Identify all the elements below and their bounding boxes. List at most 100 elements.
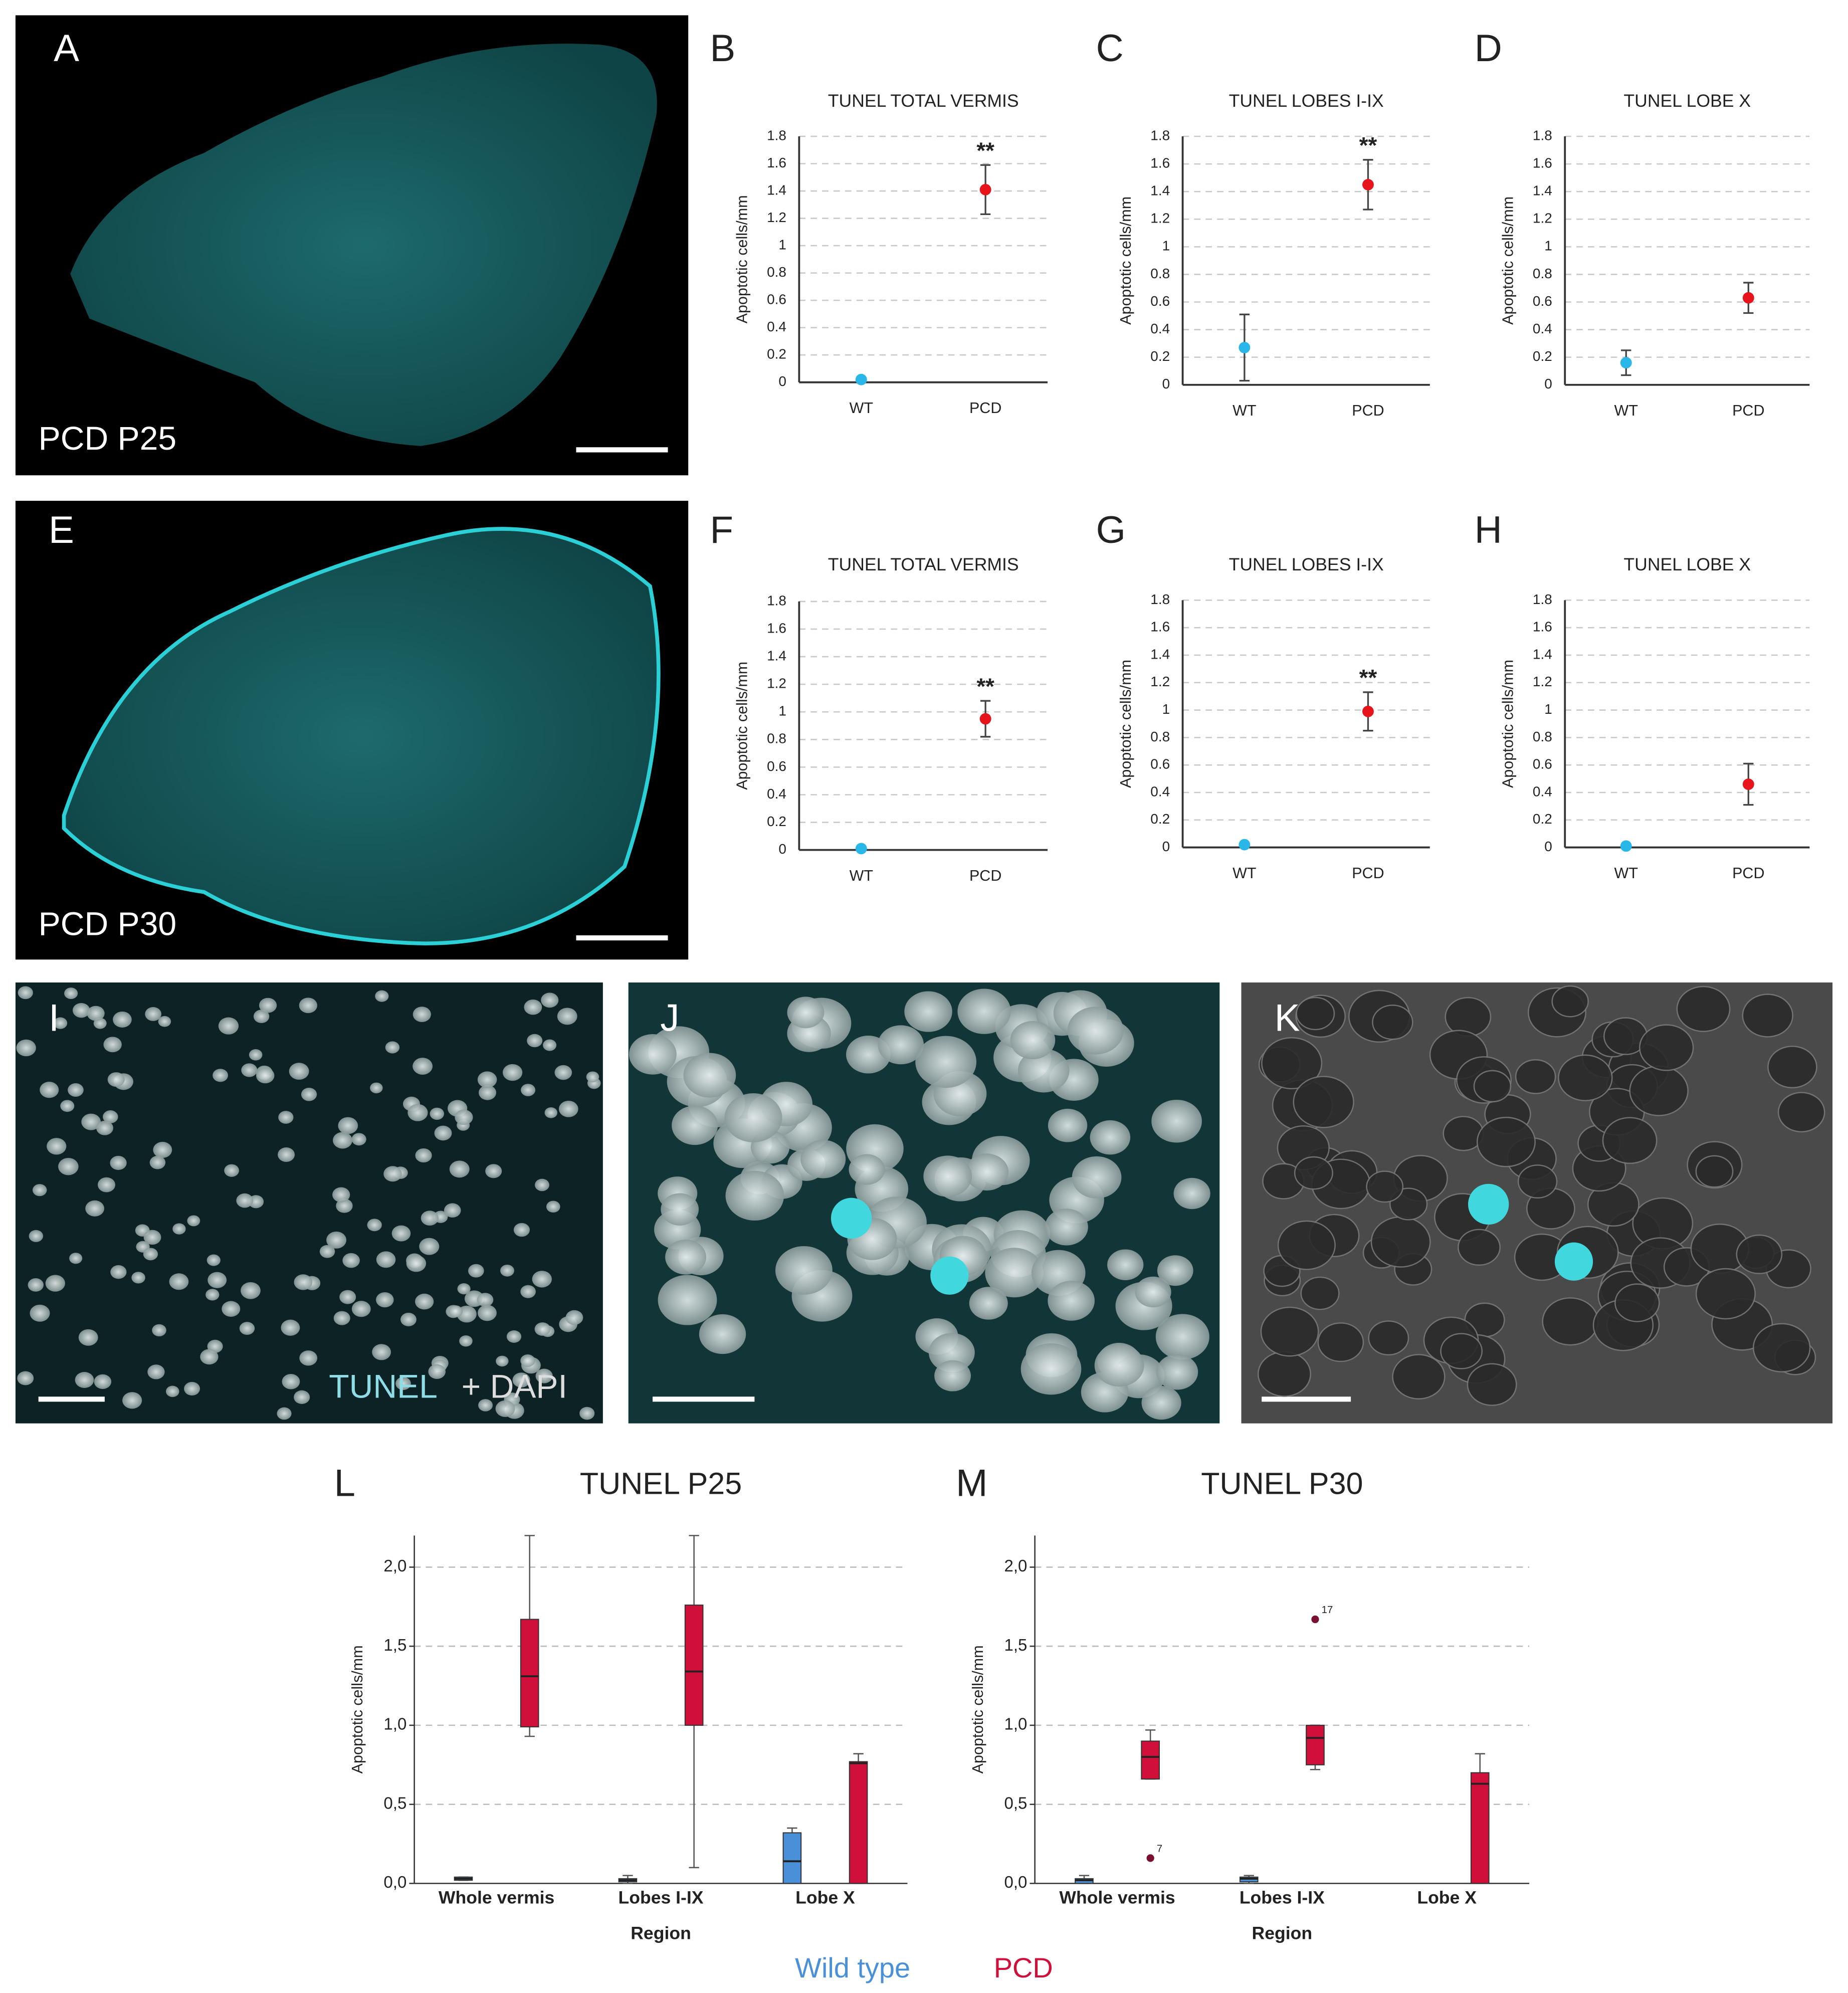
nucleus xyxy=(535,1178,549,1191)
nucleus xyxy=(172,1223,186,1235)
nucleus xyxy=(1048,1281,1095,1321)
y-tick-label: 0.8 xyxy=(1533,266,1552,281)
data-point xyxy=(1742,292,1754,304)
legend-entry: PCD xyxy=(994,1952,1053,1983)
nucleus xyxy=(544,1107,558,1118)
nucleus xyxy=(113,1011,132,1028)
nucleus xyxy=(208,1272,227,1288)
nucleus xyxy=(512,1372,530,1388)
box xyxy=(1306,1724,1325,1765)
y-tick-label: 0 xyxy=(778,373,786,389)
nucleus xyxy=(169,1273,189,1290)
nucleus xyxy=(496,1355,509,1367)
nucleus xyxy=(524,999,542,1015)
nucleus xyxy=(478,1399,493,1412)
chart-title: TUNEL P25 xyxy=(580,1466,742,1500)
y-tick-label: 0,0 xyxy=(383,1873,406,1892)
nucleus xyxy=(1293,1076,1354,1128)
y-tick-label: 1.4 xyxy=(1150,646,1170,662)
significance: ** xyxy=(976,138,994,163)
nucleus xyxy=(85,1200,104,1217)
y-tick-label: 0.6 xyxy=(767,758,786,774)
nucleus xyxy=(546,1201,560,1213)
nucleus xyxy=(520,1285,536,1298)
y-tick-label: 2,0 xyxy=(1004,1557,1027,1575)
nucleus xyxy=(206,1289,220,1301)
nucleus xyxy=(455,1109,473,1125)
y-tick-label: 0 xyxy=(1544,839,1552,854)
nucleus xyxy=(923,1155,972,1197)
image-caption: PCD P25 xyxy=(39,420,176,457)
x-tick-label: Lobes I-IX xyxy=(1240,1887,1325,1907)
nucleus xyxy=(29,1230,44,1242)
y-tick-label: 0.8 xyxy=(767,264,786,280)
nucleus xyxy=(143,1230,161,1245)
data-point xyxy=(855,843,867,855)
box xyxy=(849,1761,868,1884)
outlier xyxy=(1311,1615,1319,1624)
nucleus xyxy=(1372,1005,1413,1040)
tissue xyxy=(70,44,657,446)
nucleus xyxy=(434,1125,452,1141)
nucleus xyxy=(236,1193,254,1208)
nucleus xyxy=(658,1275,717,1325)
nucleus xyxy=(849,1154,885,1185)
nucleus xyxy=(187,1215,200,1227)
nucleus xyxy=(1155,1314,1209,1360)
nucleus xyxy=(661,1193,699,1226)
y-tick-label: 0 xyxy=(1162,839,1170,854)
y-axis-label: Apoptotic cells/mm xyxy=(1117,196,1134,325)
nucleus xyxy=(64,987,78,1000)
nucleus xyxy=(342,1253,360,1268)
y-tick-label: 0.6 xyxy=(1533,293,1552,309)
y-tick-label: 0.6 xyxy=(767,292,786,307)
x-tick-label: PCD xyxy=(1352,865,1384,882)
box xyxy=(782,1832,802,1884)
y-tick-label: 0.4 xyxy=(767,786,786,802)
significance: ** xyxy=(976,674,994,699)
nucleus xyxy=(339,1290,356,1304)
nucleus xyxy=(1467,1363,1517,1406)
y-tick-label: 1,0 xyxy=(383,1715,406,1734)
y-tick-label: 1.6 xyxy=(767,620,786,636)
nucleus xyxy=(448,1305,463,1317)
nucleus xyxy=(1473,1070,1512,1103)
y-axis-label: Apoptotic cells/mm xyxy=(969,1645,986,1773)
nucleus xyxy=(1542,1297,1599,1346)
nucleus xyxy=(333,1311,350,1325)
nucleus xyxy=(94,1374,112,1389)
nucleus xyxy=(1676,985,1731,1032)
nucleus xyxy=(107,1072,125,1087)
y-tick-label: 2,0 xyxy=(383,1557,406,1575)
y-tick-label: 1.8 xyxy=(767,127,786,143)
nucleus xyxy=(110,1265,127,1279)
nucleus xyxy=(558,1100,578,1117)
nucleus xyxy=(282,1373,300,1389)
nucleus xyxy=(69,1253,83,1264)
nucleus xyxy=(97,1177,115,1192)
data-point xyxy=(1362,178,1374,190)
y-tick-label: 0 xyxy=(1162,376,1170,391)
y-tick-label: 1,5 xyxy=(383,1636,406,1655)
nucleus xyxy=(1639,1024,1694,1071)
panel-letter: G xyxy=(1096,509,1126,551)
nucleus xyxy=(370,1082,383,1094)
nucleus xyxy=(1742,993,1793,1038)
nucleus xyxy=(683,1053,736,1098)
nucleus xyxy=(1392,1354,1446,1400)
nucleus xyxy=(543,1039,557,1051)
y-tick-label: 1 xyxy=(1544,238,1552,254)
nucleus xyxy=(1300,1276,1340,1310)
nucleus xyxy=(103,1110,118,1123)
nucleus xyxy=(1173,1177,1210,1210)
nucleus xyxy=(1010,1021,1056,1060)
nucleus xyxy=(207,1254,221,1266)
nucleus xyxy=(468,1264,484,1278)
nucleus xyxy=(78,1329,98,1346)
y-tick-label: 1.2 xyxy=(1150,211,1170,226)
chart-title: TUNEL P30 xyxy=(1201,1466,1363,1500)
nucleus xyxy=(376,1292,394,1308)
micrographs xyxy=(15,15,1833,1424)
nucleus xyxy=(153,1141,172,1158)
nucleus xyxy=(143,1248,158,1261)
